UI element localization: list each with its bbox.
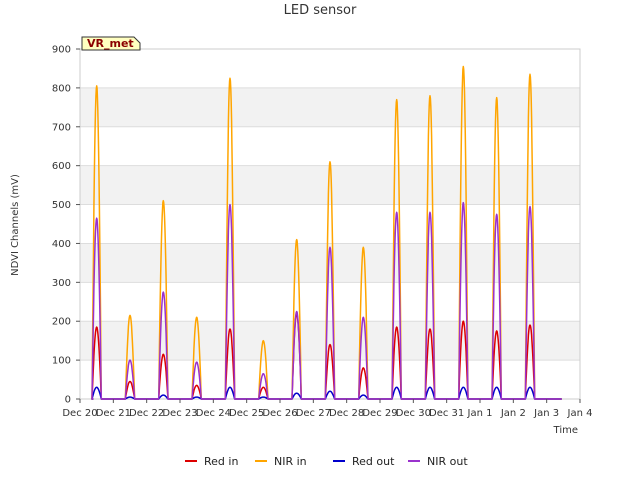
x-axis-title: Time [553, 425, 578, 436]
y-tick-label-800: 800 [52, 83, 71, 94]
x-tick-label-4: Dec 24 [196, 408, 231, 419]
band-100 [80, 321, 580, 361]
band-500 [80, 165, 580, 205]
chart-title: LED sensor [284, 3, 357, 18]
band-400 [80, 204, 580, 244]
x-tick-label-7: Dec 27 [296, 408, 331, 419]
y-tick-label-100: 100 [52, 356, 71, 367]
band-700 [80, 87, 580, 127]
y-tick-label-300: 300 [52, 278, 71, 289]
band-600 [80, 126, 580, 166]
legend-label-red-out: Red out [352, 455, 395, 468]
y-tick-label-200: 200 [52, 317, 71, 328]
y-axis: 0 100 200 300 400 500 600 700 800 900 [52, 45, 80, 406]
x-tick-label-6: Dec 26 [262, 408, 297, 419]
x-tick-label-1: Dec 21 [96, 408, 131, 419]
band-200 [80, 282, 580, 322]
vr-met-badge: VR_met [81, 36, 141, 51]
legend: Red in NIR in Red out NIR out [185, 455, 468, 468]
y-tick-label-500: 500 [52, 200, 71, 211]
y-axis-title: NDVI Channels (mV) [10, 174, 21, 276]
x-tick-label-14: Jan 3 [533, 408, 559, 419]
plot-area [79, 48, 581, 400]
y-tick-label-700: 700 [52, 122, 71, 133]
x-tick-label-10: Dec 30 [396, 408, 431, 419]
x-tick-label-13: Jan 2 [500, 408, 526, 419]
legend-label-red-in: Red in [204, 455, 238, 468]
x-tick-label-9: Dec 29 [362, 408, 397, 419]
x-tick-label-12: Jan 1 [467, 408, 493, 419]
x-tick-label-11: Dec 31 [429, 408, 464, 419]
band-800 [80, 49, 580, 88]
x-tick-label-0: Dec 20 [62, 408, 97, 419]
legend-label-nir-in: NIR in [274, 455, 307, 468]
y-tick-label-900: 900 [52, 45, 71, 56]
y-tick-label-0: 0 [65, 395, 71, 406]
x-tick-label-15: Jan 4 [567, 408, 593, 419]
badge-shape [81, 36, 141, 51]
x-tick-label-2: Dec 22 [129, 408, 164, 419]
background-bands [80, 49, 580, 399]
x-tick-label-3: Dec 23 [162, 408, 197, 419]
x-tick-label-5: Dec 25 [229, 408, 264, 419]
band-0 [80, 360, 580, 399]
y-tick-label-600: 600 [52, 161, 71, 172]
x-tick-label-8: Dec 28 [329, 408, 364, 419]
y-tick-label-400: 400 [52, 239, 71, 250]
badge-label: VR_met [87, 37, 134, 50]
legend-label-nir-out: NIR out [427, 455, 468, 468]
